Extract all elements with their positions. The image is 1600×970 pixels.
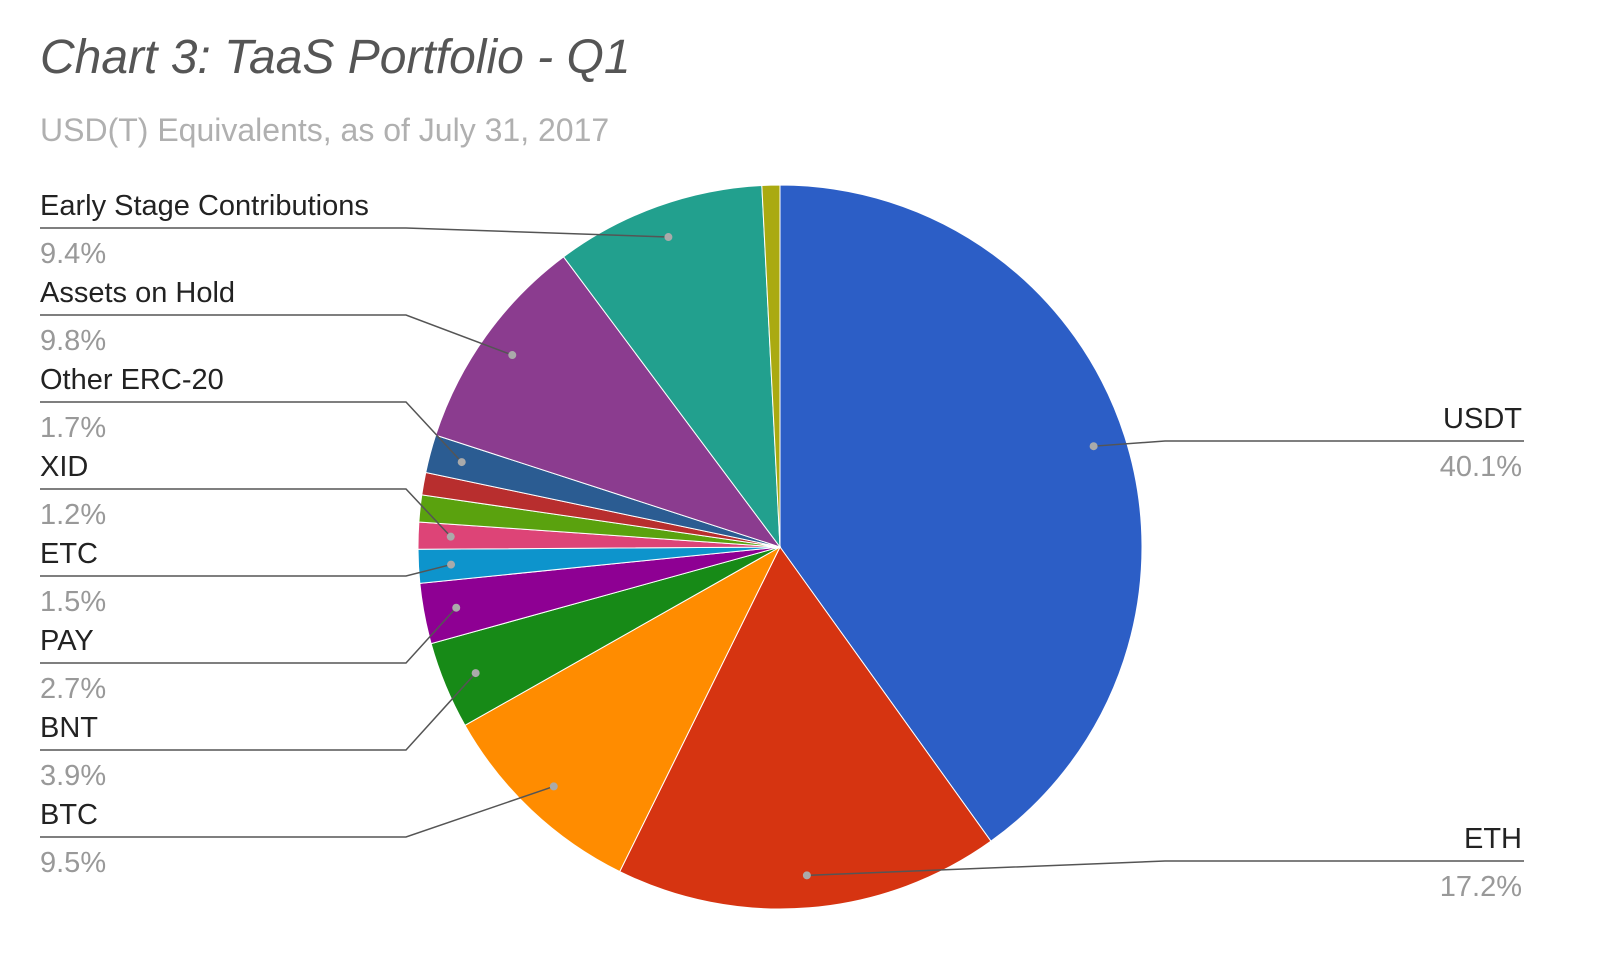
slice-unlabeled-12 [761,184,781,548]
leader-line-etc [40,563,452,577]
slice-percent-xid: 1.2% [40,499,106,531]
chart-subtitle: USD(T) Equivalents, as of July 31, 2017 [40,112,610,148]
slice-label-pay: PAY [40,625,94,657]
slice-label-btc: BTC [40,799,98,831]
leader-dot-usdt [1089,442,1098,451]
slice-percent-assets-on-hold: 9.8% [40,325,106,357]
slice-label-etc: ETC [40,538,98,570]
slice-early-stage-contributions [562,184,781,549]
leader-line-btc [40,785,554,838]
slice-label-eth: ETH [1464,823,1522,855]
leader-dot-eth [802,871,811,880]
leader-line-bnt [40,672,477,751]
slice-usdt [779,184,1143,842]
leader-line-assets-on-hold [40,314,513,356]
leader-dot-btc [549,782,558,791]
slice-percent-btc: 9.5% [40,847,106,879]
pie-slices [417,184,1143,910]
leader-dot-bnt [471,669,480,678]
chart-title: Chart 3: TaaS Portfolio - Q1 [40,31,631,84]
slice-percent-bnt: 3.9% [40,760,106,792]
slice-percent-usdt: 40.1% [1440,451,1522,483]
leader-dot-etc [447,560,456,569]
leader-dot-early-stage-contributions [664,233,673,242]
slice-assets-on-hold [435,256,782,548]
leader-line-xid [40,488,452,538]
slice-percent-etc: 1.5% [40,586,106,618]
leader-line-pay [40,607,457,664]
slice-label-bnt: BNT [40,712,98,744]
slice-percent-eth: 17.2% [1440,871,1522,903]
leader-line-eth [806,860,1524,877]
leader-dot-pay [452,603,461,612]
slice-labels: USDT 40.1% ETH 17.2% BTC 9.5% BNT 3.9% PAY 2.7% ET… [40,190,1522,903]
slice-percent-other-erc-20: 1.7% [40,412,106,444]
leader-dot-assets-on-hold [508,351,517,360]
slice-label-other-erc-20: Other ERC-20 [40,364,224,396]
leader-line-usdt [1093,440,1524,447]
slice-percent-early-stage-contributions: 9.4% [40,238,106,270]
leader-dot-xid [446,532,455,541]
leader-lines [40,227,1524,880]
slice-label-early-stage-contributions: Early Stage Contributions [40,190,369,222]
slice-eth [619,546,992,910]
slice-label-assets-on-hold: Assets on Hold [40,277,235,309]
slice-percent-pay: 2.7% [40,673,106,705]
slice-label-usdt: USDT [1443,403,1522,435]
leader-line-other-erc-20 [40,401,463,463]
leader-line-early-stage-contributions [40,227,669,238]
slice-label-xid: XID [40,451,88,483]
leader-dot-other-erc-20 [457,458,466,467]
